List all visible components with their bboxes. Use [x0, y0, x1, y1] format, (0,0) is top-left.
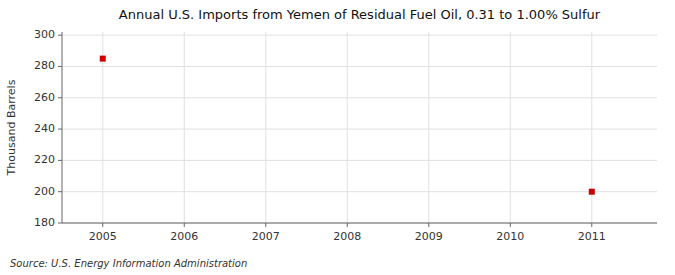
- y-tick-label: 220: [34, 153, 55, 166]
- point: [589, 189, 595, 195]
- y-tick-label: 200: [34, 185, 55, 198]
- y-tick: [58, 97, 62, 98]
- y-axis: 180 200 220 240 260 280 300: [34, 28, 62, 229]
- x-tick: [184, 223, 185, 227]
- y-grid-line: [62, 35, 657, 36]
- x-tick: [428, 223, 429, 227]
- x-tick: [347, 223, 348, 227]
- y-tick: [58, 191, 62, 192]
- y-tick-label: 300: [34, 28, 55, 41]
- x-tick-label: 2008: [333, 230, 361, 243]
- y-grid-line: [62, 97, 657, 98]
- y-grid-line: [62, 191, 657, 192]
- grid: [62, 32, 657, 223]
- x-tick: [591, 223, 592, 227]
- title: Annual U.S. Imports from Yemen of Residu…: [119, 7, 601, 22]
- points: [100, 56, 595, 195]
- y-tick-label: 240: [34, 122, 55, 135]
- x-tick-label: 2005: [89, 230, 117, 243]
- x-grid-line: [428, 32, 429, 223]
- source-note: Source: U.S. Energy Information Administ…: [10, 258, 247, 269]
- x-tick-label: 2010: [496, 230, 524, 243]
- y-tick-label: 280: [34, 59, 55, 72]
- x-tick-label: 2011: [578, 230, 606, 243]
- y-grid-line: [62, 129, 657, 130]
- chart-svg: 1802002202402602803002005200620072008200…: [0, 0, 675, 275]
- x-tick: [265, 223, 266, 227]
- x-grid-line: [265, 32, 266, 223]
- point: [100, 56, 106, 62]
- x-tick-label: 2007: [252, 230, 280, 243]
- y-grid-line: [62, 66, 657, 67]
- y-tick: [58, 223, 62, 224]
- chart-container: 1802002202402602803002005200620072008200…: [0, 0, 675, 275]
- x-tick-label: 2006: [170, 230, 198, 243]
- y-tick-label: 180: [34, 216, 55, 229]
- y-grid-line: [62, 160, 657, 161]
- y-grid-line: [62, 223, 657, 224]
- y-tick: [58, 160, 62, 161]
- x-grid-line: [184, 32, 185, 223]
- y-axis-label: Thousand Barrels: [5, 79, 18, 176]
- x-grid-line: [510, 32, 511, 223]
- x-tick: [102, 223, 103, 227]
- y-axis-line: [62, 32, 63, 223]
- y-tick-label: 260: [34, 91, 55, 104]
- x-grid-line: [347, 32, 348, 223]
- x-axis-line: [62, 223, 657, 224]
- x-tick-label: 2009: [415, 230, 443, 243]
- y-tick: [58, 35, 62, 36]
- y-tick: [58, 129, 62, 130]
- x-axis: 2005 2006 2007 2008 2009 2010 2011: [89, 223, 606, 243]
- x-tick: [510, 223, 511, 227]
- y-tick: [58, 66, 62, 67]
